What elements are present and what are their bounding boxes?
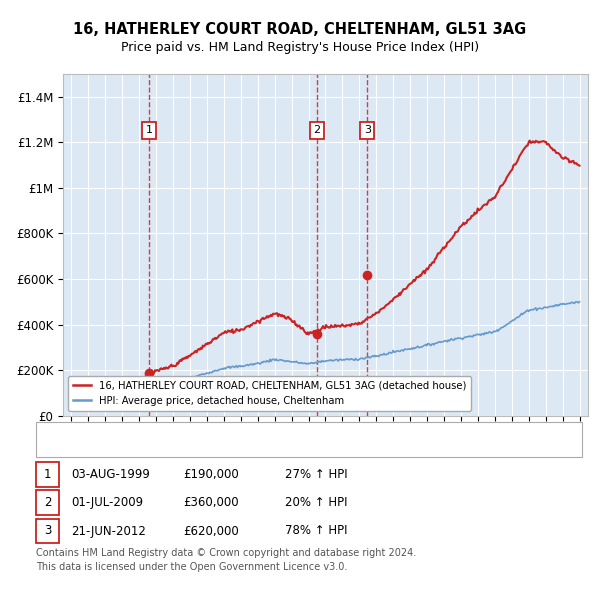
Text: 78% ↑ HPI: 78% ↑ HPI bbox=[285, 525, 347, 537]
Text: HPI: Average price, detached house, Cheltenham: HPI: Average price, detached house, Chel… bbox=[81, 442, 337, 453]
Text: 3: 3 bbox=[364, 125, 371, 135]
Text: 20% ↑ HPI: 20% ↑ HPI bbox=[285, 496, 347, 509]
Text: £620,000: £620,000 bbox=[183, 525, 239, 537]
Legend: 16, HATHERLEY COURT ROAD, CHELTENHAM, GL51 3AG (detached house), HPI: Average pr: 16, HATHERLEY COURT ROAD, CHELTENHAM, GL… bbox=[68, 376, 472, 411]
Text: £360,000: £360,000 bbox=[183, 496, 239, 509]
Text: 1: 1 bbox=[44, 468, 51, 481]
Text: 2: 2 bbox=[44, 496, 51, 509]
Text: £190,000: £190,000 bbox=[183, 468, 239, 481]
Text: 3: 3 bbox=[44, 525, 51, 537]
Text: Price paid vs. HM Land Registry's House Price Index (HPI): Price paid vs. HM Land Registry's House … bbox=[121, 41, 479, 54]
Text: 03-AUG-1999: 03-AUG-1999 bbox=[71, 468, 149, 481]
Text: Contains HM Land Registry data © Crown copyright and database right 2024.
This d: Contains HM Land Registry data © Crown c… bbox=[36, 548, 416, 572]
Text: 27% ↑ HPI: 27% ↑ HPI bbox=[285, 468, 347, 481]
Text: 16, HATHERLEY COURT ROAD, CHELTENHAM, GL51 3AG (detached house): 16, HATHERLEY COURT ROAD, CHELTENHAM, GL… bbox=[81, 428, 464, 438]
Text: 16, HATHERLEY COURT ROAD, CHELTENHAM, GL51 3AG: 16, HATHERLEY COURT ROAD, CHELTENHAM, GL… bbox=[73, 22, 527, 37]
Text: 01-JUL-2009: 01-JUL-2009 bbox=[71, 496, 143, 509]
Text: 21-JUN-2012: 21-JUN-2012 bbox=[71, 525, 146, 537]
Text: 1: 1 bbox=[146, 125, 152, 135]
Text: 2: 2 bbox=[313, 125, 320, 135]
